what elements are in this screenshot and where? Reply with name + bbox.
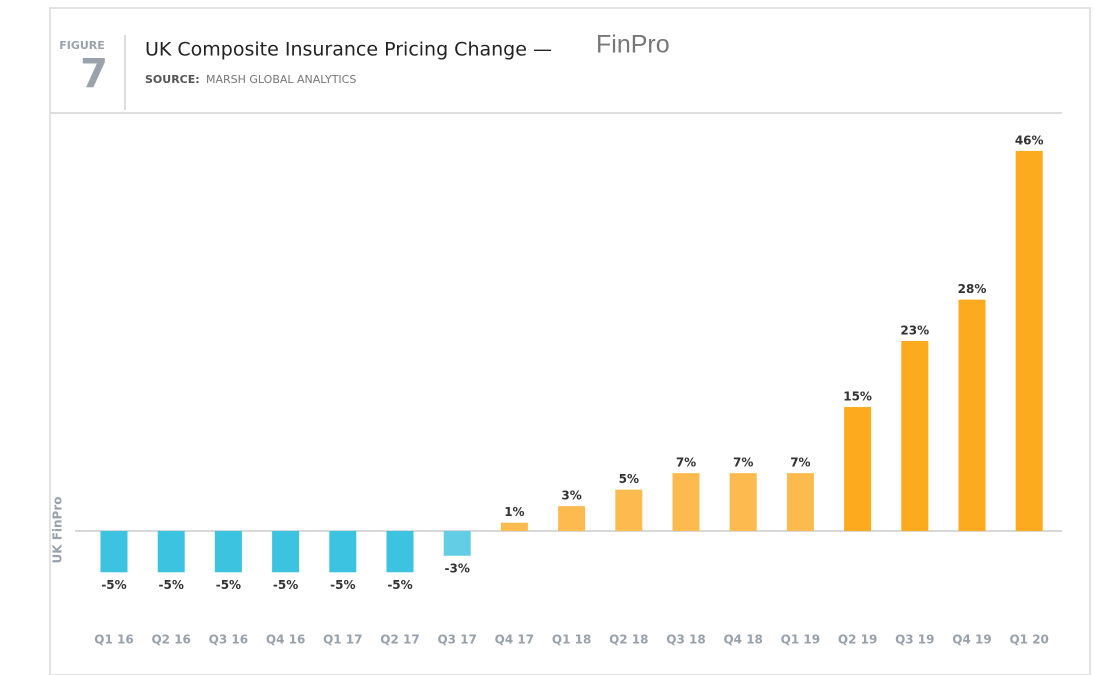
x-tick-label: Q4 19 (952, 633, 991, 647)
value-label: -5% (101, 578, 126, 592)
x-tick-label: Q1 17 (323, 633, 362, 647)
value-label: -3% (445, 561, 470, 575)
value-label: 7% (790, 456, 810, 470)
x-tick-label: Q3 17 (437, 633, 476, 647)
value-label: 1% (504, 505, 524, 519)
x-tick-label: Q3 18 (666, 633, 705, 647)
value-label: -5% (216, 578, 241, 592)
y-axis-label: UK FinPro (51, 496, 65, 563)
figure-number: 7 (80, 51, 108, 97)
x-tick-label: Q2 17 (380, 633, 419, 647)
x-tick-label: Q3 19 (895, 633, 934, 647)
bar (157, 530, 185, 573)
bar (958, 299, 986, 531)
x-tick-label: Q4 16 (266, 633, 305, 647)
bar (615, 489, 643, 531)
figure-label: FIGURE (59, 39, 105, 52)
bar (272, 530, 300, 573)
bar (844, 407, 872, 531)
card (49, 7, 1091, 675)
x-tick-label: Q1 16 (94, 633, 133, 647)
value-label: -5% (159, 578, 184, 592)
value-label: 15% (843, 390, 872, 404)
x-tick-label: Q4 18 (723, 633, 762, 647)
x-tick-label: Q1 18 (552, 633, 591, 647)
bar (901, 340, 929, 531)
value-label: 3% (561, 489, 581, 503)
bar (500, 522, 528, 531)
x-tick-label: Q1 19 (781, 633, 820, 647)
value-label: -5% (273, 578, 298, 592)
x-tick-label: Q2 19 (838, 633, 877, 647)
value-label: -5% (330, 578, 355, 592)
bar (558, 506, 586, 531)
value-label: 46% (1015, 133, 1044, 147)
bar (100, 530, 128, 573)
value-label: 28% (958, 282, 987, 296)
value-label: 7% (676, 456, 696, 470)
value-label: 7% (733, 456, 753, 470)
bar (729, 473, 757, 531)
source-label: SOURCE: (145, 73, 200, 86)
chart-title-suffix: FinPro (596, 31, 670, 59)
bar (214, 530, 242, 573)
bar (1015, 150, 1043, 531)
x-tick-label: Q1 20 (1009, 633, 1048, 647)
bar (786, 473, 814, 531)
x-tick-label: Q2 18 (609, 633, 648, 647)
source: MARSH GLOBAL ANALYTICS (206, 73, 356, 86)
bar (443, 530, 471, 556)
x-tick-label: Q2 16 (151, 633, 190, 647)
value-label: 23% (900, 323, 929, 337)
bar (329, 530, 357, 573)
chart-title: UK Composite Insurance Pricing Change — (145, 39, 552, 61)
x-tick-label: Q4 17 (495, 633, 534, 647)
value-label: -5% (387, 578, 412, 592)
bar (386, 530, 414, 573)
x-tick-label: Q3 16 (209, 633, 248, 647)
value-label: 5% (619, 472, 639, 486)
bar (672, 473, 700, 531)
